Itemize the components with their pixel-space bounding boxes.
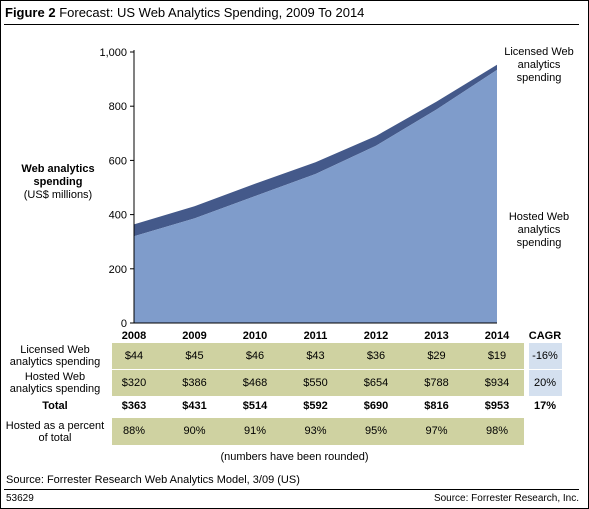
cagr-header: CAGR [529,330,561,342]
table-cell: $934 [484,376,510,389]
x-tick-label: 2009 [182,330,206,342]
y-tick-label: 600 [109,155,127,167]
table-cell: 95% [364,425,388,437]
table-row-label: Licensed Web analytics spending [9,344,101,368]
table-row-band [112,343,524,369]
table-cell: $46 [245,349,265,362]
y-axis-label-unit: (US$ millions) [23,189,93,201]
table-row-label: Total [42,400,68,412]
figure-label: Figure 2 [5,5,56,20]
table-cell: $386 [182,376,207,389]
y-tick-label: 200 [109,264,127,276]
y-tick-label: 1,000 [99,47,127,59]
table-cell: $592 [303,399,328,412]
table-cell: $550 [303,376,328,389]
figure-title-text: Forecast: US Web Analytics Spending, 200… [59,5,365,20]
table-cell: $690 [363,399,389,412]
rounding-note: (numbers have been rounded) [220,451,369,463]
table-row-label: Hosted as a percent of total [5,419,105,444]
x-tick-label: 2014 [485,330,510,342]
table-cell: $320 [121,376,147,389]
table-cell: $43 [306,349,325,362]
table-cell: $953 [484,399,510,412]
x-tick-label: 2008 [122,330,146,342]
cagr-cell: 17% [533,399,557,412]
x-tick-label: 2013 [424,330,448,342]
table-cell: 88% [122,425,146,437]
y-axis-label: Web analytics spending (US$ millions) [8,163,108,202]
table-row-band [112,370,524,396]
source-line: Source: Forrester Research Web Analytics… [6,474,300,486]
x-tick-label: 2010 [243,330,267,342]
table-cell: $19 [487,349,507,362]
cagr-cell-box [529,343,562,369]
y-tick-label: 0 [121,318,127,330]
y-tick-label: 800 [109,101,127,113]
table-cell: 93% [304,425,327,437]
table-cell: $45 [185,349,204,362]
cagr-cell-box [529,370,562,396]
y-tick-label: 400 [109,210,127,222]
table-cell: $788 [424,376,449,389]
figure-title: Figure 2 Forecast: US Web Analytics Spen… [5,4,364,21]
title-divider [4,24,579,25]
table-cell: 98% [485,425,509,437]
table-cell: $44 [124,349,144,362]
table-cell: $468 [242,376,268,389]
table-cell: $816 [424,399,449,412]
licensed-series-label: Licensed Web analytics spending [504,46,574,84]
x-tick-label: 2011 [304,330,328,342]
copyright-line: Source: Forrester Research, Inc. [433,493,579,504]
table-cell: $654 [363,376,389,389]
cagr-cell: 20% [533,376,557,389]
cagr-cell: -16% [532,349,558,362]
table-cell: 91% [243,425,267,437]
table-cell: $29 [427,349,446,362]
table-cell: $36 [366,349,386,362]
source-divider [4,489,579,490]
table-cell: $514 [242,399,268,412]
table-row-label: Hosted Web analytics spending [9,371,101,395]
figure-id: 53629 [6,493,34,504]
x-tick-label: 2012 [364,330,388,342]
table-cell: $431 [182,399,207,412]
table-row-band [112,418,524,445]
table-cell: 90% [183,425,206,437]
hosted-area [134,69,497,323]
licensed-area [134,64,497,237]
table-cell: 97% [425,425,448,437]
y-axis-label-title: Web analytics spending [21,163,95,188]
table-cell: $363 [121,399,147,412]
hosted-series-label: Hosted Web analytics spending [508,211,570,249]
